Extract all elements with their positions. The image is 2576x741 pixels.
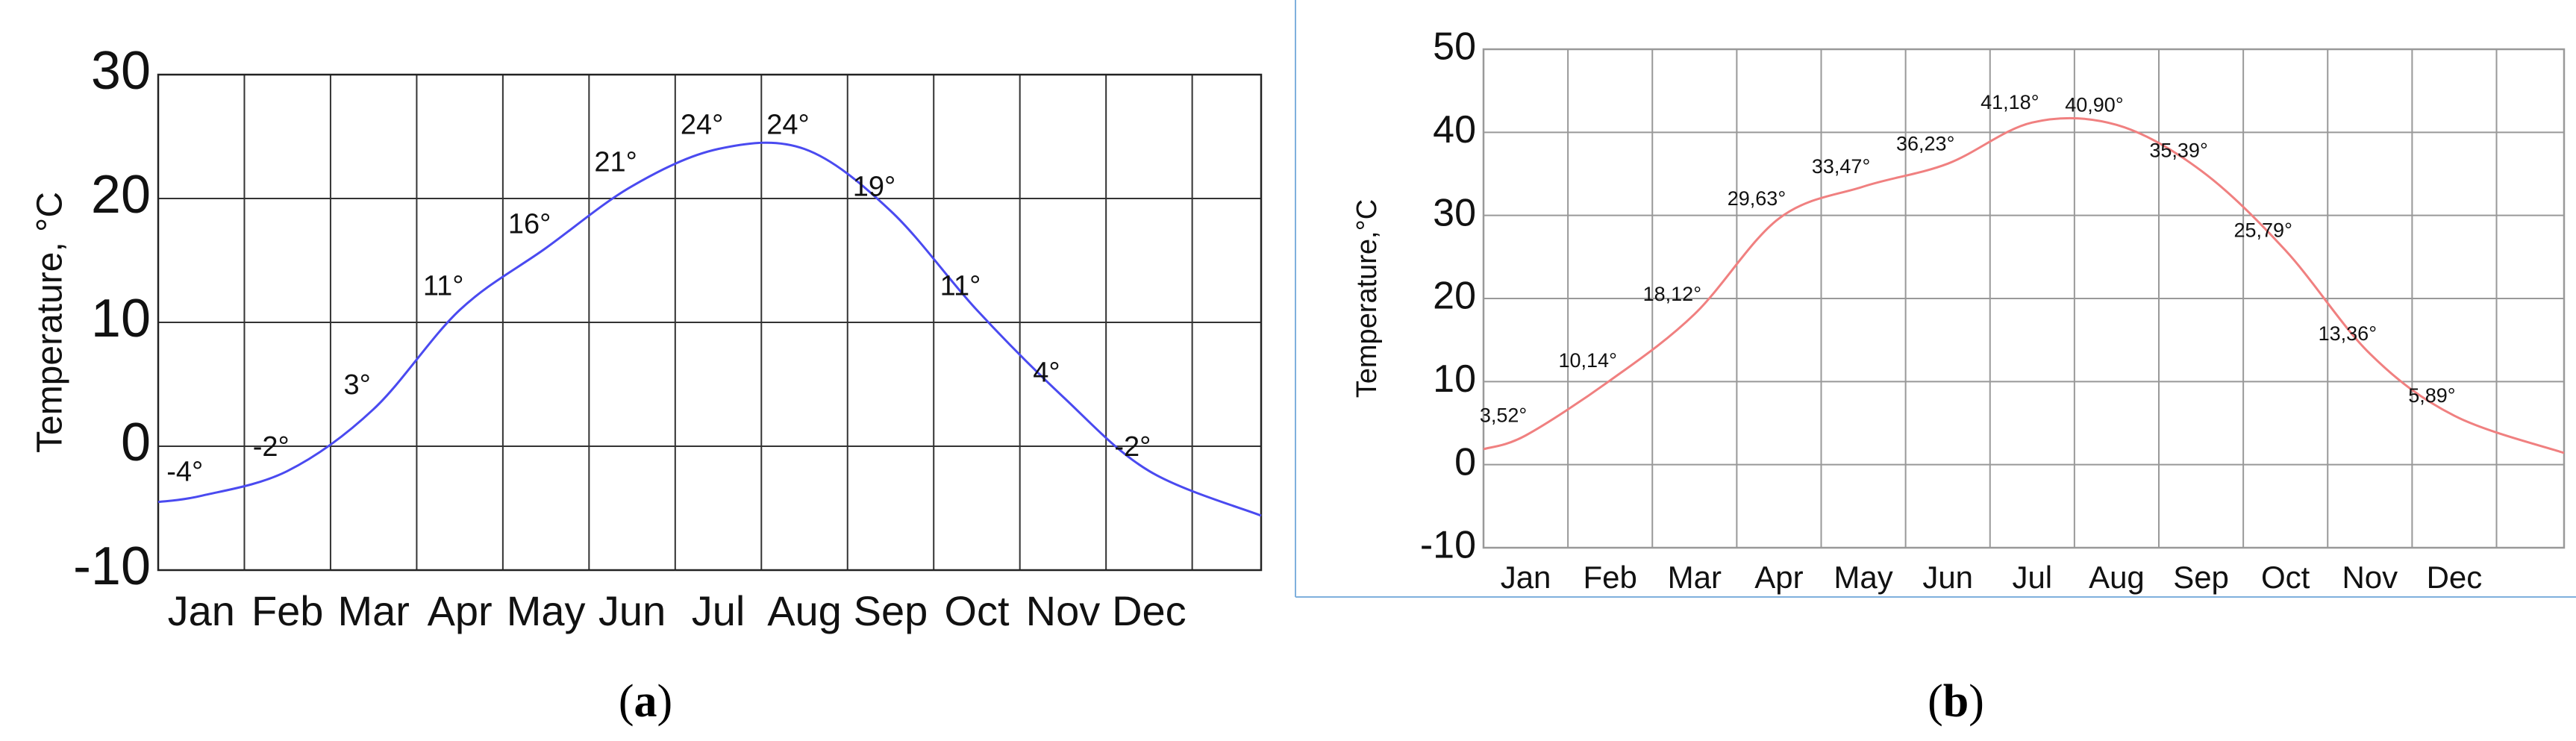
data-label: 36,23° (1896, 132, 1954, 154)
x-tick-label: Mar (337, 587, 409, 634)
x-tick-label: Aug (767, 587, 842, 634)
data-label: 4° (1033, 357, 1060, 389)
caption-letter: a (634, 676, 657, 727)
x-tick-label: Apr (1754, 560, 1803, 595)
data-label: 5,89° (2408, 384, 2455, 407)
x-tick-label: Jul (2012, 560, 2052, 595)
y-tick-label: 20 (91, 165, 151, 225)
data-label: 29,63° (1728, 187, 1786, 210)
data-label: 41,18° (1981, 91, 2039, 113)
data-label: 21° (594, 146, 637, 178)
x-tick-label: Jul (692, 587, 745, 634)
data-label: -4° (166, 456, 203, 487)
caption-close-paren: ) (657, 676, 673, 727)
x-tick-label: Apr (428, 587, 493, 634)
data-label: -2° (1114, 431, 1151, 463)
x-tick-label: Jun (598, 587, 666, 634)
y-tick-label: 20 (1433, 275, 1476, 318)
data-label: 10,14° (1559, 349, 1617, 372)
data-label: 33,47° (1812, 155, 1870, 178)
chart-a-svg: 30 20 10 0 -10 Jan Feb Mar Apr May Jun Jul Aug Sep Oct… (31, 41, 1263, 727)
panel-caption: (a) (619, 676, 672, 727)
x-tick-label: Oct (944, 587, 1010, 634)
y-tick-label: 30 (1433, 191, 1476, 234)
y-tick-label: 40 (1433, 108, 1476, 151)
y-tick-label: -10 (73, 537, 151, 596)
data-label: 11° (940, 270, 981, 301)
x-tick-label: Feb (1584, 560, 1637, 595)
data-label: 11° (423, 270, 464, 301)
x-tick-label: Oct (2261, 560, 2310, 595)
data-label: 18,12° (1643, 283, 1701, 305)
caption-letter: b (1943, 676, 1969, 727)
y-tick-label: 0 (121, 413, 151, 472)
y-tick-label: 10 (91, 289, 151, 348)
y-axis-label: Temperature, °C (31, 192, 70, 453)
y-tick-label: 50 (1433, 25, 1476, 69)
data-label: 25,79° (2234, 219, 2292, 242)
x-tick-label: Jan (1501, 560, 1551, 595)
data-label: 13,36° (2319, 322, 2377, 345)
data-label: -2° (253, 431, 290, 463)
chart-b-svg: 50 40 30 20 10 0 -10 Jan Feb Mar Apr May Jun Jul Aug Se… (1295, 0, 2576, 727)
x-tick-label: Dec (2427, 560, 2483, 595)
x-tick-label: Dec (1112, 587, 1187, 634)
x-tick-label: May (507, 587, 586, 634)
chart-panel-a: 30 20 10 0 -10 Jan Feb Mar Apr May Jun Jul Aug Sep Oct… (31, 41, 1263, 727)
plot-frame (157, 73, 1263, 572)
x-tick-label: Sep (854, 587, 928, 634)
x-tick-label: Nov (1026, 587, 1101, 634)
series-line (1483, 116, 2565, 454)
caption-close-paren: ) (1969, 676, 1984, 727)
caption-open-paren: ( (1928, 676, 1943, 727)
data-label: 3,52° (1480, 404, 1527, 426)
plot-frame (1482, 48, 2566, 549)
y-tick-label: 10 (1433, 357, 1476, 401)
x-tick-label: Jun (1922, 560, 1973, 595)
data-label: 35,39° (2149, 140, 2207, 162)
data-label: 3° (344, 369, 371, 401)
data-label: 24° (766, 110, 809, 141)
data-label: 19° (853, 172, 895, 203)
y-tick-label: 30 (91, 41, 151, 101)
x-tick-label: Jan (168, 587, 235, 634)
y-axis-label: Temperature,°C (1351, 199, 1383, 398)
data-label: 24° (681, 110, 723, 141)
data-label: 40,90° (2065, 93, 2123, 116)
panel-caption: (b) (1928, 676, 1984, 727)
x-tick-label: Feb (251, 587, 324, 634)
x-tick-label: May (1833, 560, 1892, 595)
x-tick-label: Aug (2089, 560, 2145, 595)
x-tick-label: Sep (2173, 560, 2229, 595)
x-tick-label: Nov (2342, 560, 2398, 595)
series-line (157, 141, 1262, 517)
data-label: 16° (508, 208, 551, 240)
caption-open-paren: ( (619, 676, 634, 727)
x-tick-label: Mar (1668, 560, 1722, 595)
y-tick-label: 0 (1454, 440, 1476, 484)
y-tick-label: -10 (1420, 524, 1476, 567)
chart-panel-b: 50 40 30 20 10 0 -10 Jan Feb Mar Apr May Jun Jul Aug Se… (1288, 0, 2576, 741)
